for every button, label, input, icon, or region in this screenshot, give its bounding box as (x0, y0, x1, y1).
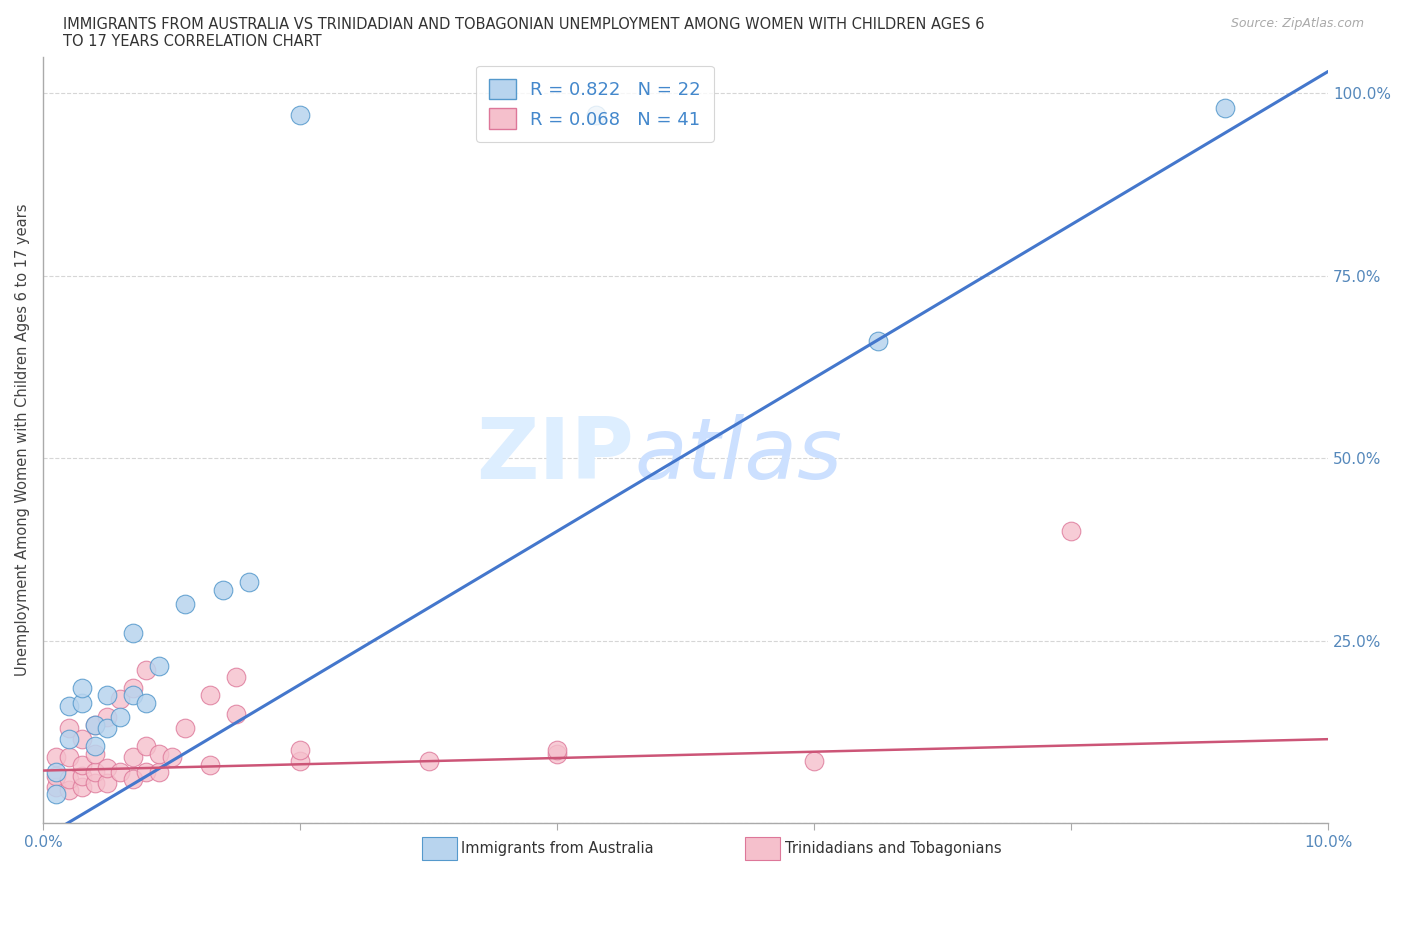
Point (418, 753, 440, 768)
Text: ZIP: ZIP (477, 414, 634, 497)
Point (70, 696, 93, 711)
Point (585, 108, 607, 123)
Point (96, 761, 118, 776)
Point (160, 750, 183, 764)
Point (200, 688, 222, 703)
Point (122, 772, 145, 787)
Point (238, 575, 260, 590)
Point (803, 753, 825, 768)
Legend: R = 0.822   N = 22, R = 0.068   N = 41: R = 0.822 N = 22, R = 0.068 N = 41 (477, 66, 714, 142)
Point (83, 739, 105, 754)
Point (110, 764, 132, 779)
Point (45, 768, 67, 783)
Point (45, 787, 67, 802)
Point (45, 750, 67, 764)
Point (122, 688, 145, 703)
Text: atlas: atlas (634, 414, 842, 497)
Point (200, 757, 222, 772)
Text: Trinidadians and Tobagonians: Trinidadians and Tobagonians (785, 841, 1001, 856)
Point (83, 717, 105, 732)
Text: IMMIGRANTS FROM AUSTRALIA VS TRINIDADIAN AND TOBAGONIAN UNEMPLOYMENT AMONG WOMEN: IMMIGRANTS FROM AUSTRALIA VS TRINIDADIAN… (63, 17, 984, 32)
Point (83, 747, 105, 762)
Point (58, 772, 80, 787)
Point (212, 582, 235, 597)
Point (83, 776, 105, 790)
Point (70, 779, 93, 794)
Point (110, 710, 132, 724)
Point (70, 732, 93, 747)
Point (1215, 100, 1237, 115)
Point (96, 721, 118, 736)
Y-axis label: Unemployment Among Women with Children Ages 6 to 17 years: Unemployment Among Women with Children A… (15, 204, 30, 676)
Point (290, 108, 312, 123)
Point (45, 764, 67, 779)
Point (868, 334, 890, 349)
Point (83, 764, 105, 779)
Point (173, 597, 195, 612)
Point (70, 681, 93, 696)
Text: Source: ZipAtlas.com: Source: ZipAtlas.com (1230, 17, 1364, 30)
Text: Immigrants from Australia: Immigrants from Australia (461, 841, 654, 856)
Point (58, 732, 80, 747)
Point (135, 739, 157, 754)
Point (148, 747, 170, 762)
Point (70, 768, 93, 783)
Point (148, 658, 170, 673)
Point (173, 721, 195, 736)
Point (122, 681, 145, 696)
Point (148, 764, 170, 779)
Point (546, 747, 568, 762)
Point (135, 696, 157, 711)
Point (290, 743, 312, 758)
Point (110, 692, 132, 707)
Point (96, 776, 118, 790)
Point (225, 706, 247, 721)
Point (96, 688, 118, 703)
Text: TO 17 YEARS CORRELATION CHART: TO 17 YEARS CORRELATION CHART (63, 34, 322, 49)
Point (45, 779, 67, 794)
Point (83, 717, 105, 732)
Point (58, 698, 80, 713)
Point (70, 757, 93, 772)
Point (58, 721, 80, 736)
Point (546, 743, 568, 758)
Point (290, 753, 312, 768)
Point (225, 670, 247, 684)
Point (96, 710, 118, 724)
Point (122, 750, 145, 764)
Point (135, 764, 157, 779)
Point (135, 662, 157, 677)
Point (58, 750, 80, 764)
Point (1060, 524, 1083, 538)
Point (122, 626, 145, 641)
Point (58, 783, 80, 798)
